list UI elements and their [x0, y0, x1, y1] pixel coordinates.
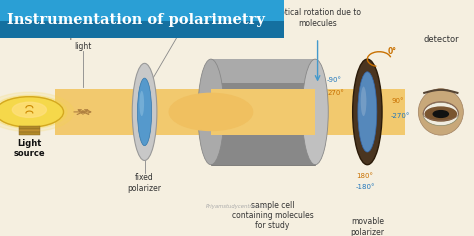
Text: Linearly
polarized
light: Linearly polarized light	[160, 6, 196, 36]
Ellipse shape	[423, 102, 459, 126]
FancyBboxPatch shape	[211, 59, 315, 83]
Text: -180°: -180°	[355, 184, 375, 190]
Circle shape	[0, 97, 64, 127]
Ellipse shape	[139, 91, 144, 116]
FancyBboxPatch shape	[19, 126, 40, 129]
Text: sample cell
containing molecules
for study: sample cell containing molecules for stu…	[232, 201, 313, 230]
Ellipse shape	[302, 59, 328, 165]
FancyBboxPatch shape	[0, 0, 284, 38]
Circle shape	[0, 92, 74, 132]
Text: 0°: 0°	[387, 47, 396, 56]
Text: -90°: -90°	[326, 77, 341, 83]
Text: unpolarized
light: unpolarized light	[60, 31, 106, 51]
Text: Priyamstudycentre.com: Priyamstudycentre.com	[206, 204, 268, 209]
Ellipse shape	[358, 72, 377, 152]
Ellipse shape	[198, 59, 224, 165]
FancyBboxPatch shape	[19, 129, 40, 132]
Text: Light
source: Light source	[14, 139, 45, 158]
Circle shape	[12, 102, 46, 117]
FancyBboxPatch shape	[211, 59, 315, 165]
FancyBboxPatch shape	[0, 0, 284, 21]
Text: Optical rotation due to
molecules: Optical rotation due to molecules	[274, 8, 361, 28]
Circle shape	[425, 107, 456, 121]
Text: movable
polarizer: movable polarizer	[350, 218, 384, 236]
Circle shape	[433, 111, 448, 117]
FancyBboxPatch shape	[55, 89, 405, 135]
Ellipse shape	[137, 78, 152, 146]
Text: 270°: 270°	[328, 90, 345, 96]
Text: 90°: 90°	[391, 98, 403, 104]
Circle shape	[0, 95, 67, 129]
FancyBboxPatch shape	[19, 132, 40, 135]
Text: -270°: -270°	[391, 113, 410, 119]
Text: Instrumentation of polarimetry: Instrumentation of polarimetry	[7, 13, 265, 27]
Text: detector: detector	[423, 35, 459, 44]
Circle shape	[169, 93, 253, 131]
Ellipse shape	[361, 87, 366, 116]
Text: 180°: 180°	[356, 173, 374, 179]
Ellipse shape	[353, 59, 382, 165]
FancyBboxPatch shape	[211, 89, 315, 135]
Ellipse shape	[419, 89, 464, 135]
Text: fixed
polarizer: fixed polarizer	[128, 173, 162, 193]
Ellipse shape	[132, 63, 157, 160]
